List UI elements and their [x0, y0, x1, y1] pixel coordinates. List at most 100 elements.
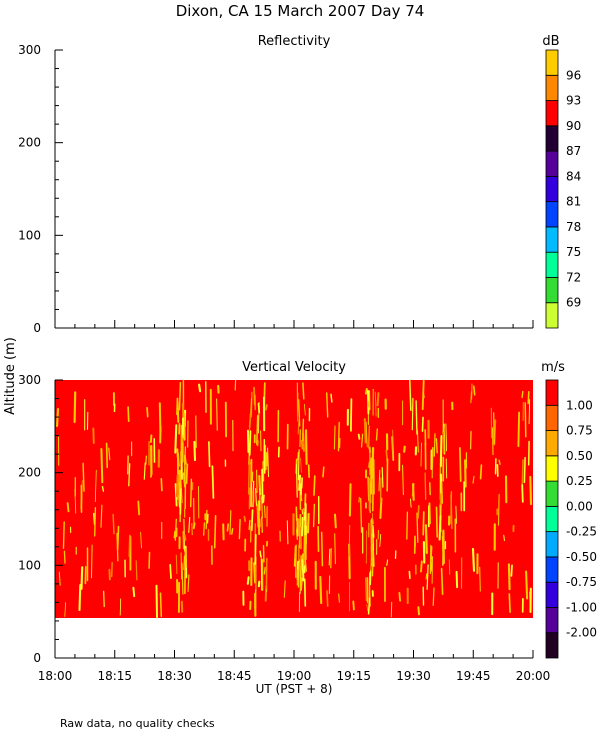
- velocity-streak: [367, 597, 371, 615]
- velocity-streak: [425, 573, 428, 580]
- velocity-colorbar-label: -0.75: [566, 575, 597, 589]
- velocity-streak: [410, 498, 412, 508]
- velocity-streak: [430, 546, 433, 560]
- velocity-streak: [529, 475, 533, 506]
- velocity-streak: [92, 427, 95, 444]
- velocity-streak: [90, 544, 93, 579]
- velocity-streak: [256, 503, 259, 528]
- velocity-streak: [528, 399, 531, 425]
- velocity-streak: [328, 548, 331, 566]
- velocity-streak: [299, 577, 303, 591]
- velocity-streak: [313, 475, 316, 496]
- velocity-colorbar-swatch: [545, 480, 559, 507]
- velocity-streak: [363, 418, 367, 444]
- xtick-label: 18:00: [38, 669, 73, 683]
- velocity-streak: [297, 398, 301, 427]
- reflectivity-ytick-label: 0: [33, 321, 41, 335]
- velocity-streak: [350, 398, 353, 432]
- velocity-streak: [262, 494, 265, 503]
- velocity-streak: [445, 458, 448, 479]
- velocity-streak: [128, 463, 131, 487]
- velocity-ytick-label: 0: [33, 651, 41, 665]
- velocity-streak: [455, 570, 459, 589]
- velocity-streak: [283, 580, 286, 598]
- velocity-streak: [301, 440, 303, 450]
- velocity-streak: [180, 552, 183, 580]
- xtick-label: 18:30: [157, 669, 192, 683]
- velocity-streak: [337, 421, 340, 452]
- velocity-colorbar-swatch: [545, 379, 559, 406]
- velocity-streak: [508, 593, 511, 613]
- velocity-streak: [334, 533, 336, 565]
- velocity-streak: [365, 421, 368, 448]
- reflectivity-colorbar-swatch: [545, 100, 559, 127]
- velocity-streak: [370, 558, 372, 572]
- velocity-streak: [312, 503, 316, 528]
- velocity-streak: [372, 533, 375, 567]
- velocity-streaks: [56, 379, 533, 619]
- velocity-field: [55, 380, 533, 618]
- velocity-streak: [248, 413, 252, 431]
- velocity-streak: [193, 440, 197, 462]
- velocity-streak: [409, 379, 412, 412]
- velocity-streak: [333, 513, 337, 529]
- velocity-streak: [187, 574, 190, 593]
- velocity-streak: [459, 447, 462, 482]
- velocity-streak: [417, 606, 421, 616]
- velocity-streak: [183, 534, 187, 541]
- velocity-streak: [254, 589, 257, 609]
- velocity-streak: [82, 462, 85, 492]
- velocity-streak: [369, 570, 372, 586]
- velocity-streak: [250, 398, 253, 415]
- velocity-streak: [503, 534, 505, 542]
- velocity-streak: [258, 401, 260, 434]
- velocity-streak: [464, 459, 467, 488]
- velocity-streak: [211, 465, 215, 499]
- reflectivity-colorbar-label: 75: [566, 245, 581, 259]
- velocity-streak: [408, 570, 411, 580]
- y-axis-label: Altitude (m): [3, 337, 18, 415]
- reflectivity-title: Reflectivity: [258, 34, 331, 49]
- velocity-streak: [325, 392, 329, 418]
- velocity-streak: [440, 567, 444, 596]
- velocity-streak: [435, 438, 438, 454]
- reflectivity-colorbar-swatch: [545, 74, 559, 101]
- velocity-streak: [422, 391, 425, 399]
- velocity-streak: [112, 513, 115, 535]
- velocity-streak: [127, 406, 130, 423]
- velocity-streak: [338, 593, 340, 603]
- velocity-streak: [366, 604, 369, 612]
- velocity-streak: [378, 469, 381, 492]
- velocity-streak: [416, 430, 419, 453]
- velocity-streak: [472, 385, 476, 396]
- velocity-streak: [403, 445, 406, 453]
- velocity-streak: [253, 562, 257, 584]
- velocity-streak: [94, 469, 97, 503]
- velocity-streak: [250, 509, 254, 532]
- velocity-streak: [160, 477, 163, 492]
- velocity-streak: [175, 474, 179, 498]
- velocity-streak: [203, 522, 206, 536]
- xtick-label: 19:00: [277, 669, 312, 683]
- velocity-streak: [248, 430, 252, 456]
- velocity-colorbar-label: -0.50: [566, 550, 597, 564]
- velocity-streak: [108, 568, 111, 581]
- velocity-streak: [360, 497, 363, 533]
- velocity-streak: [365, 577, 368, 602]
- velocity-streak: [205, 509, 208, 530]
- velocity-streak: [297, 559, 300, 588]
- velocity-streak: [326, 590, 329, 607]
- velocity-colorbar-swatch: [545, 531, 559, 558]
- velocity-streak: [352, 600, 355, 611]
- velocity-streak: [371, 447, 375, 480]
- velocity-streak: [128, 534, 131, 558]
- velocity-streak: [297, 416, 300, 435]
- velocity-streak: [184, 464, 187, 480]
- velocity-streak: [64, 602, 67, 617]
- velocity-streak: [243, 515, 247, 523]
- velocity-colorbar-label: 0.75: [566, 424, 593, 438]
- reflectivity-colorbar-swatch: [545, 150, 559, 177]
- velocity-streak: [439, 435, 443, 468]
- velocity-streak: [183, 555, 186, 571]
- velocity-streak: [455, 505, 457, 524]
